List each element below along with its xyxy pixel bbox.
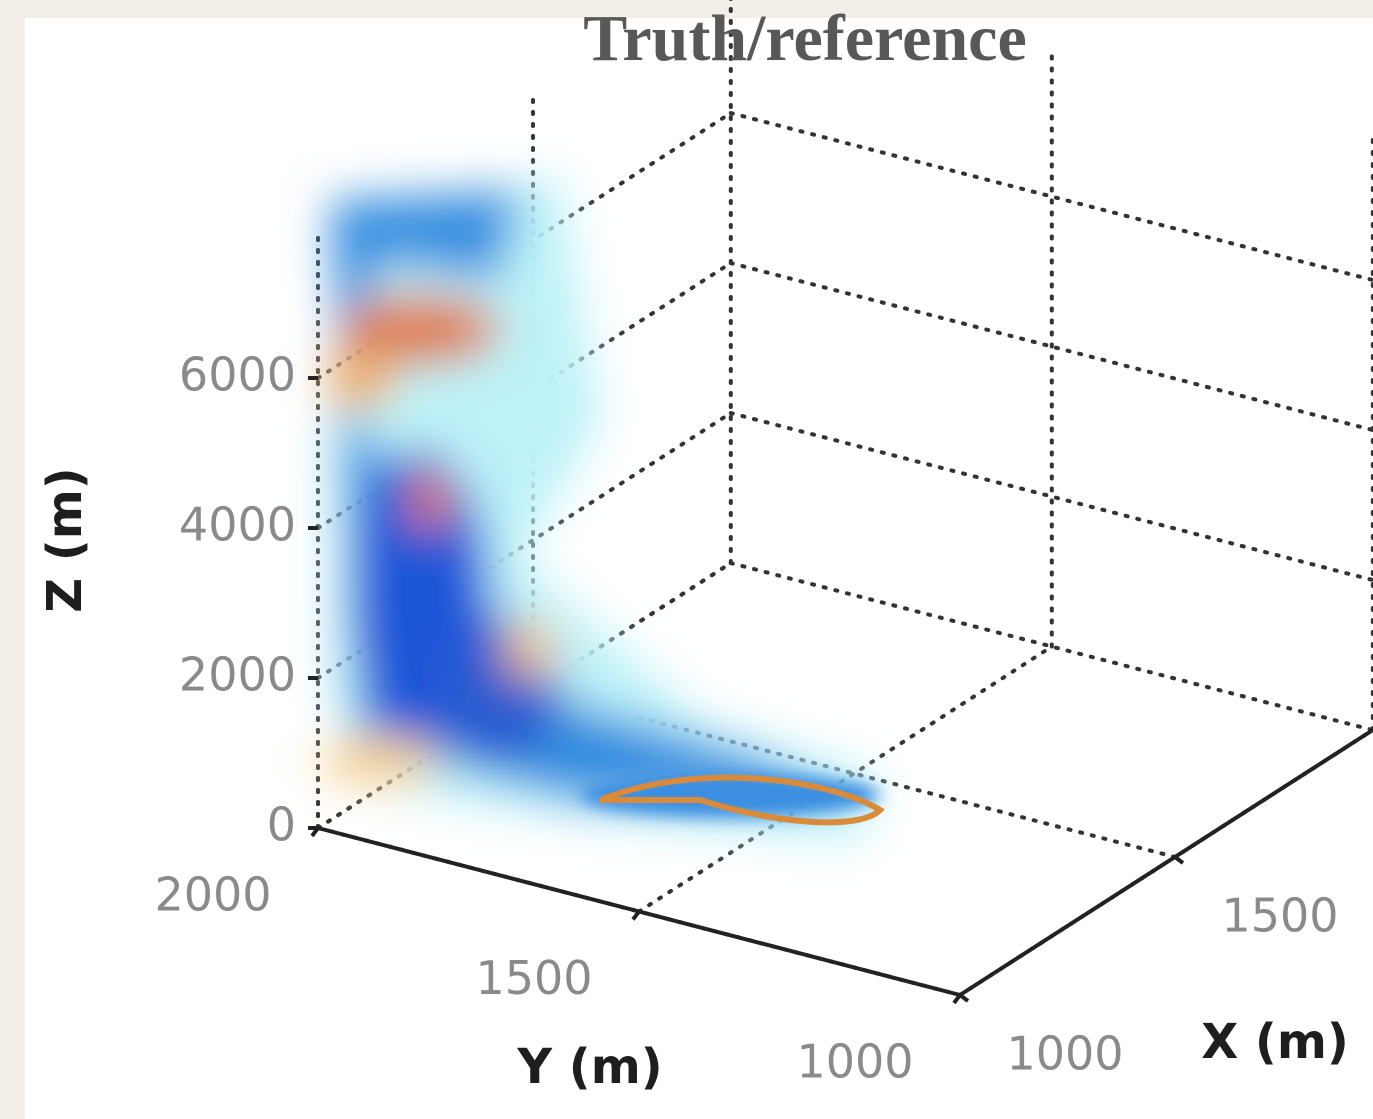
- z-tick-label: 2000: [179, 648, 296, 702]
- y-tick: [310, 826, 320, 838]
- grid-line: [637, 644, 1054, 914]
- volume-hot: [340, 295, 500, 365]
- grid-line: [728, 561, 1373, 733]
- x-tick-label: 1000: [1006, 1027, 1123, 1081]
- grid-line: [728, 261, 1373, 433]
- grid-line: [728, 411, 1373, 583]
- volume-hot: [325, 350, 395, 410]
- y-tick: [631, 910, 641, 921]
- plot-panel: [25, 18, 1373, 1119]
- y-axis-label: Y (m): [516, 1039, 662, 1095]
- z-tick-label: 6000: [179, 348, 296, 402]
- x-axis-label: X (m): [1201, 1014, 1349, 1070]
- x-tick: [1173, 855, 1185, 865]
- volume-render: [320, 180, 885, 840]
- grid-line: [316, 111, 733, 380]
- grid-line: [728, 111, 1373, 283]
- y-tick-label: 2000: [154, 868, 271, 922]
- y-tick-label: 1500: [475, 951, 592, 1005]
- y-tick-label: 1000: [796, 1035, 913, 1089]
- x-tick: [958, 993, 970, 1003]
- z-axis-label: Z (m): [37, 467, 93, 612]
- volume-hot: [320, 735, 440, 785]
- volume-hot: [410, 470, 450, 530]
- grid-line: [316, 561, 733, 830]
- volume-contour: [598, 774, 885, 826]
- z-tick-label: 4000: [179, 498, 296, 552]
- grid-line: [316, 411, 733, 680]
- axes: 0 2000 4000 6000 1000 1500 2000 1000 1500: [154, 348, 1373, 1089]
- x-tick-label: 1500: [1221, 889, 1338, 943]
- chart-title: Truth/reference: [583, 2, 1027, 75]
- z-tick-label: 0: [267, 798, 296, 852]
- grid-line: [316, 261, 733, 530]
- x-axis: [958, 728, 1373, 997]
- volume-hot: [505, 620, 555, 680]
